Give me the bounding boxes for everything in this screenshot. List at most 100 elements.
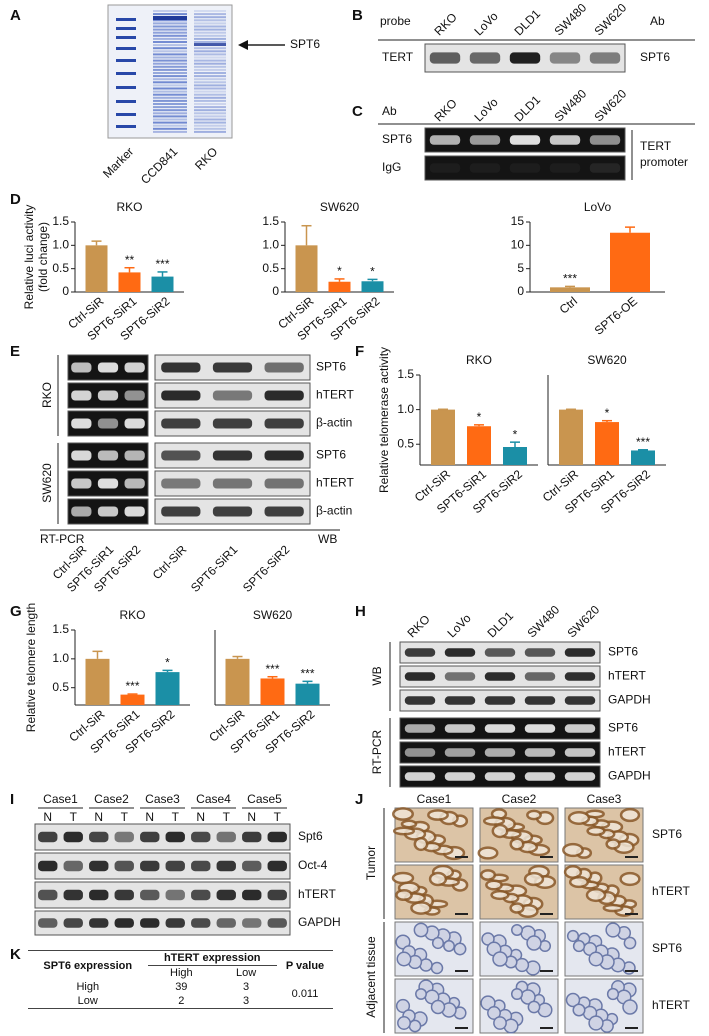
band (124, 418, 145, 429)
gel-band (153, 130, 187, 133)
tissue-structure (605, 838, 621, 850)
band (114, 889, 134, 901)
band (242, 831, 262, 843)
row-label: hTERT (298, 887, 336, 901)
lane-label: T (121, 810, 129, 824)
annotation: *** (155, 257, 169, 271)
tissue-structure (537, 1002, 553, 1018)
annotation: * (337, 264, 342, 278)
tissue-structure (491, 823, 509, 839)
gel-band (153, 50, 187, 53)
y-axis-label: Relative telomere length (24, 603, 38, 732)
tissue-structure (430, 999, 446, 1015)
annotation: * (513, 427, 518, 441)
lane-label: DLD1 (484, 609, 516, 641)
lane-label: LoVo (471, 9, 500, 38)
band (71, 418, 92, 429)
y-tick-label: 1.0 (397, 402, 414, 416)
gel-band (194, 41, 226, 43)
gel-band (116, 125, 136, 128)
lane-label: LoVo (444, 611, 473, 640)
tissue-structure (413, 836, 429, 852)
tissue-structure (482, 816, 506, 826)
lane-label: Ctrl-SiR (150, 542, 190, 582)
gel-band (194, 99, 226, 102)
tissue-structure (586, 825, 606, 837)
lane-label: T (274, 810, 282, 824)
gel-band (153, 19, 187, 22)
gel-band (153, 78, 187, 81)
gel-band (153, 47, 187, 50)
tissue-structure (490, 889, 510, 901)
gel-band (153, 72, 187, 74)
row-label: SPT6 (608, 721, 638, 735)
chart-title: RKO (116, 200, 142, 214)
band (444, 724, 476, 733)
lane-label: T (223, 810, 231, 824)
tissue-structure (568, 875, 590, 889)
lane-label: Marker (100, 144, 136, 180)
band (89, 860, 109, 872)
band (509, 52, 541, 64)
gel-band (153, 99, 187, 102)
case-label: Case5 (247, 792, 282, 806)
gel-band (153, 53, 187, 56)
tissue-structure (428, 871, 448, 887)
tissue-structure (492, 951, 508, 967)
band (509, 135, 541, 145)
row-label: SPT6 (316, 448, 346, 462)
gel-band (153, 16, 187, 20)
tissue-structure (427, 809, 449, 821)
gel-band (116, 59, 136, 62)
tissue-structure (602, 903, 624, 913)
band (63, 831, 83, 843)
annotation: *** (265, 662, 279, 676)
tissue-structure (431, 936, 445, 950)
row-label: GAPDH (608, 769, 651, 783)
band (564, 696, 596, 705)
row-label: β-actin (316, 416, 352, 430)
y-tick-label: 0 (62, 284, 69, 298)
band (484, 648, 516, 657)
tissue-structure (623, 936, 637, 950)
bar (503, 447, 527, 465)
tissue-structure (523, 871, 545, 887)
band (264, 390, 304, 401)
tissue-structure (565, 992, 581, 1008)
band (484, 672, 516, 681)
tissue-structure (622, 999, 638, 1015)
gel-band (153, 75, 187, 78)
band (212, 478, 253, 489)
band (38, 831, 58, 843)
band (63, 918, 83, 928)
gel-band (153, 103, 187, 105)
y-tick-label: 0 (517, 284, 524, 298)
panel-label: J (355, 791, 363, 808)
band (89, 889, 109, 901)
gel-band (116, 18, 136, 21)
tissue-structure (572, 1003, 586, 1017)
label: Ab (650, 14, 665, 28)
label: promoter (640, 155, 688, 169)
annotation: * (370, 265, 375, 279)
gel-band (153, 68, 187, 71)
lane-label: DLD1 (511, 7, 543, 39)
gel-band (153, 93, 187, 96)
gel-band (153, 31, 187, 34)
bar (225, 658, 250, 705)
panel-k-table: SPT6 expression hTERT expression P value H… (28, 950, 333, 1009)
gel-band (194, 62, 226, 65)
lane-label: CCD841 (138, 144, 181, 187)
band (71, 390, 92, 401)
band (63, 889, 83, 901)
row-label: hTERT (316, 476, 354, 490)
bar (631, 450, 655, 465)
lane-label: RKO (431, 10, 459, 38)
band (524, 648, 556, 657)
band (165, 918, 185, 928)
band (589, 163, 621, 173)
gel (107, 4, 233, 139)
band (564, 724, 596, 733)
lane-label: SPT6-SiR1 (188, 542, 241, 595)
arrow-label: SPT6 (290, 37, 320, 51)
